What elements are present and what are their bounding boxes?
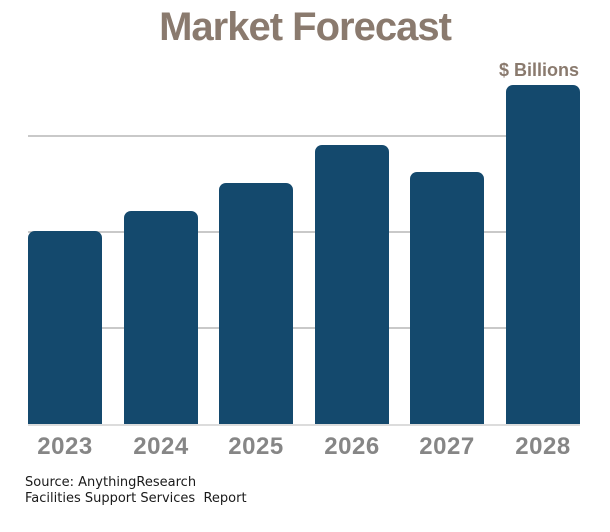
gridline bbox=[28, 231, 580, 233]
chart-title: Market Forecast bbox=[159, 5, 452, 49]
gridline bbox=[28, 327, 580, 329]
source-line-2: Facilities Support Services Report bbox=[25, 491, 247, 506]
x-tick-label-2025: 2025 bbox=[228, 433, 284, 460]
x-tick-label-2028: 2028 bbox=[515, 433, 571, 460]
bar-2027 bbox=[410, 172, 484, 424]
bar-2026 bbox=[315, 145, 389, 424]
bar-2024 bbox=[124, 211, 198, 424]
unit-label: $ Billions bbox=[498, 60, 579, 80]
x-axis-line bbox=[28, 424, 580, 426]
bar-2028 bbox=[506, 85, 580, 424]
gridline bbox=[28, 135, 580, 137]
x-tick-label-2023: 2023 bbox=[37, 433, 93, 460]
bar-2023 bbox=[28, 231, 102, 424]
x-tick-label-2024: 2024 bbox=[133, 433, 189, 460]
source-note: Source: AnythingResearch Facilities Supp… bbox=[25, 475, 247, 507]
bar-2025 bbox=[219, 183, 293, 424]
source-line-1: Source: AnythingResearch bbox=[25, 475, 197, 490]
x-tick-label-2026: 2026 bbox=[324, 433, 380, 460]
x-tick-label-2027: 2027 bbox=[419, 433, 475, 460]
